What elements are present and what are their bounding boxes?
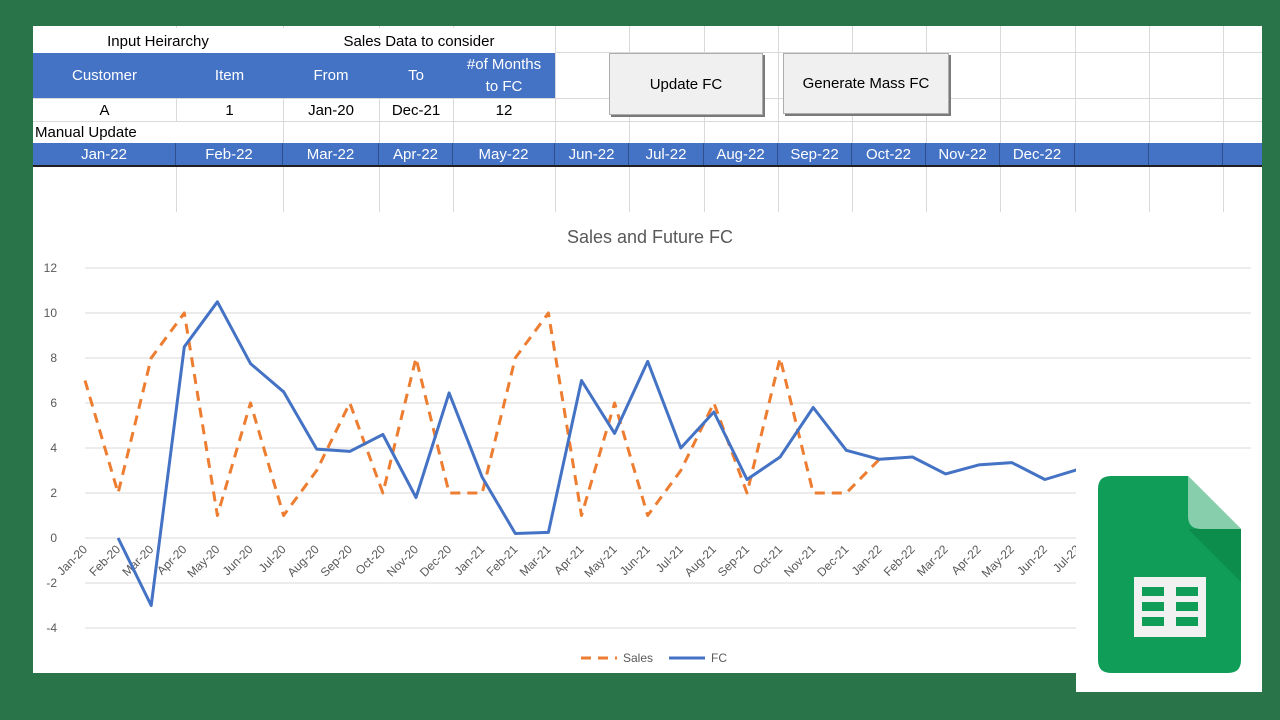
y-tick-label: -2 [46,576,57,590]
grid-line [283,26,284,212]
to-value[interactable]: Dec-21 [391,101,441,119]
legend-label-sales: Sales [623,651,653,665]
x-tick-label: Dec-20 [417,542,454,579]
grid-line [1075,26,1076,212]
item-value[interactable]: 1 [225,101,234,119]
grid-line [1149,26,1150,212]
x-tick-label: Jun-20 [220,542,256,578]
header-months-line2: to FC [485,77,523,95]
month-cell[interactable]: Jul-22 [629,143,704,165]
header-months-line1: #of Months [466,55,542,73]
y-tick-label: 8 [50,351,57,365]
x-tick-label: Jan-22 [849,542,885,578]
month-cell[interactable]: Nov-22 [926,143,1000,165]
chart-title: Sales and Future FC [567,227,733,247]
chart-svg: Sales and Future FC -4 -2 0 2 4 6 8 10 12 Jan-20… [44,227,1251,665]
y-tick-label: 4 [50,441,57,455]
month-cell[interactable]: Apr-22 [379,143,453,165]
x-tick-label: May-20 [184,542,222,580]
grid-line [629,26,630,212]
x-tick-label: Dec-21 [814,542,851,579]
series-line-sales [83,311,881,517]
header-months-to-fc: #of Months to FC [453,53,555,98]
x-tick-label: Feb-22 [881,542,918,579]
y-tick-label: 0 [50,531,57,545]
legend-label-fc: FC [711,651,727,665]
header-customer: Customer [71,66,138,84]
x-tick-label: Oct-20 [353,542,389,578]
x-tick-label: May-21 [582,542,620,580]
x-tick-label: Oct-21 [750,542,786,578]
y-tick-label: 12 [44,261,58,275]
grid-line [778,26,779,212]
header-row [33,53,555,98]
y-tick-label: 10 [44,306,58,320]
y-tick-label: 6 [50,396,57,410]
google-sheets-logo [1076,462,1262,692]
generate-mass-fc-button[interactable]: Generate Mass FC [783,53,949,114]
grid-line [33,52,1262,53]
x-tick-label: Nov-20 [384,542,421,579]
spreadsheet-grid: Input Heirarchy Sales Data to consider C… [33,26,1262,212]
grid-line [555,26,556,212]
grid-line [176,26,177,212]
grid-line [852,26,853,212]
grid-line [1223,26,1224,212]
month-cell[interactable]: Jun-22 [555,143,629,165]
x-tick-label: Mar-22 [914,542,951,579]
x-tick-label: Jun-21 [617,542,653,578]
grid-line [379,26,380,212]
sales-data-label: Sales Data to consider [283,28,555,54]
header-to: To [408,66,424,84]
x-tick-label: Aug-21 [682,542,719,579]
x-tick-label: Feb-21 [484,542,521,579]
month-cell[interactable]: May-22 [453,143,555,165]
header-item: Item [214,66,245,84]
x-tick-label: Aug-20 [285,542,322,579]
x-tick-label: Nov-21 [781,542,818,579]
input-hierarchy-label: Input Heirarchy [33,28,283,54]
y-tick-label: 2 [50,486,57,500]
month-cell[interactable]: Mar-22 [283,143,379,165]
grid-line [1000,26,1001,212]
header-from: From [313,66,349,84]
x-tick-label: Apr-22 [948,542,984,578]
month-cell[interactable] [1075,143,1149,165]
month-cell[interactable]: Jan-22 [33,143,176,165]
x-tick-label: Mar-20 [120,542,157,579]
month-header-row: Jan-22 Feb-22 Mar-22 Apr-22 May-22 Jun-2… [33,143,1262,167]
y-tick-label: -4 [46,621,57,635]
x-tick-label: Sep-21 [715,542,752,579]
grid-line [33,121,1262,122]
x-tick-label: Feb-20 [86,542,123,579]
x-tick-label: Jan-20 [54,542,90,578]
grid-line [453,26,454,212]
grid-line [704,26,705,212]
x-tick-label: Jan-21 [451,542,487,578]
month-cell[interactable] [1149,143,1223,165]
x-tick-label: Mar-21 [517,542,554,579]
from-value[interactable]: Jan-20 [308,101,354,119]
month-cell[interactable]: Feb-22 [176,143,283,165]
months-value[interactable]: 12 [495,101,513,119]
x-tick-label: Sep-20 [318,542,355,579]
sales-fc-chart[interactable]: Sales and Future FC -4 -2 0 2 4 6 8 10 12 Jan-20… [33,212,1262,673]
month-cell[interactable]: Dec-22 [1000,143,1075,165]
month-cell[interactable]: Oct-22 [852,143,926,165]
google-sheets-icon [1098,476,1241,673]
update-fc-button[interactable]: Update FC [609,53,763,115]
x-tick-label: Jun-22 [1014,542,1050,578]
x-tick-label: May-22 [979,542,1017,580]
x-tick-label: Apr-21 [551,542,587,578]
series-line-fc [116,300,1079,607]
month-cell[interactable]: Aug-22 [704,143,778,165]
grid-line [926,26,927,212]
manual-update-label: Manual Update [35,122,195,143]
month-cell[interactable]: Sep-22 [778,143,852,165]
customer-value[interactable]: A [99,101,110,119]
